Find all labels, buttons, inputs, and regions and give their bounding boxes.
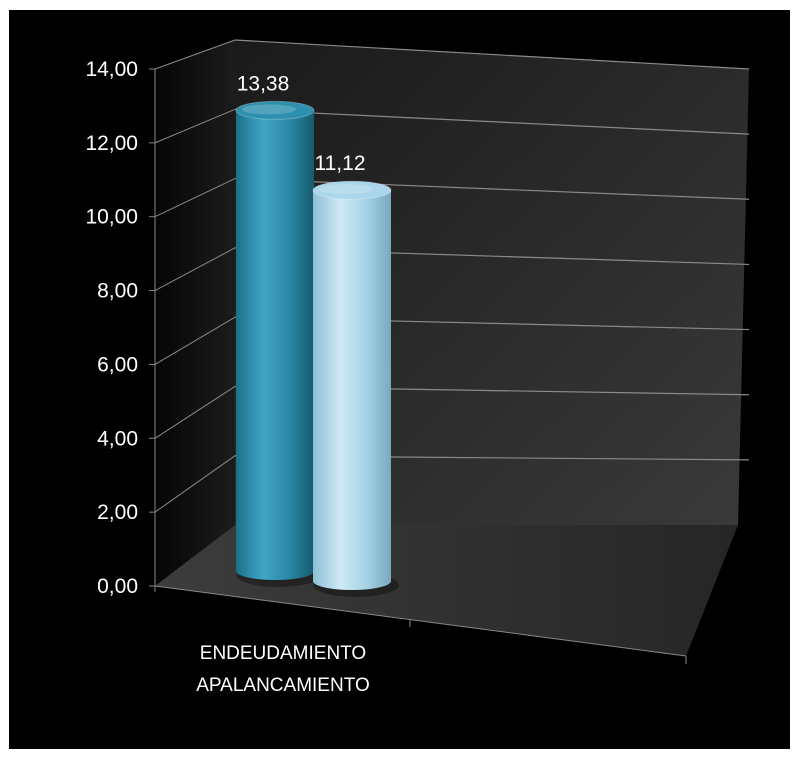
y-tick-label: 14,00 <box>85 58 138 81</box>
gridline-back <box>234 39 750 70</box>
gridline-side <box>154 386 236 439</box>
bar-top-highlight <box>242 104 296 115</box>
x-axis-line <box>154 585 687 657</box>
category-label: APALANCAMIENTO <box>196 675 370 696</box>
category-label: ENDEUDAMIENTO <box>200 643 366 664</box>
y-tick-labels: 0,00 2,00 4,00 6,00 8,00 10,00 12,00 14,00 <box>85 58 138 598</box>
data-label: 13,38 <box>237 72 290 95</box>
gridline-side <box>154 108 236 144</box>
bar-top <box>312 180 392 200</box>
y-tick-label: 10,00 <box>85 206 138 229</box>
gridline-side <box>154 178 236 218</box>
side-wall <box>155 40 235 586</box>
data-labels: 13,38 11,12 <box>237 72 366 175</box>
gridline-back <box>234 177 750 200</box>
gridline-side <box>154 39 236 70</box>
y-tick-label: 6,00 <box>97 353 138 376</box>
gridline-side <box>154 247 236 292</box>
bar-top-highlight <box>319 184 373 195</box>
data-label: 11,12 <box>315 152 366 175</box>
category-labels: ENDEUDAMIENTO APALANCAMIENTO <box>196 643 370 696</box>
y-tick-label: 4,00 <box>97 427 138 450</box>
y-tick-label: 12,00 <box>85 132 138 155</box>
y-tick-label: 0,00 <box>97 575 138 598</box>
bar-top <box>235 100 315 120</box>
bar <box>313 190 391 590</box>
bars <box>235 100 399 597</box>
y-tick-label: 2,00 <box>97 501 138 524</box>
y-tick-label: 8,00 <box>97 280 138 303</box>
bar <box>236 110 314 581</box>
gridline-side <box>154 455 236 513</box>
y-axis <box>154 69 687 664</box>
gridline-side <box>154 316 236 365</box>
gridline-back <box>234 108 750 135</box>
